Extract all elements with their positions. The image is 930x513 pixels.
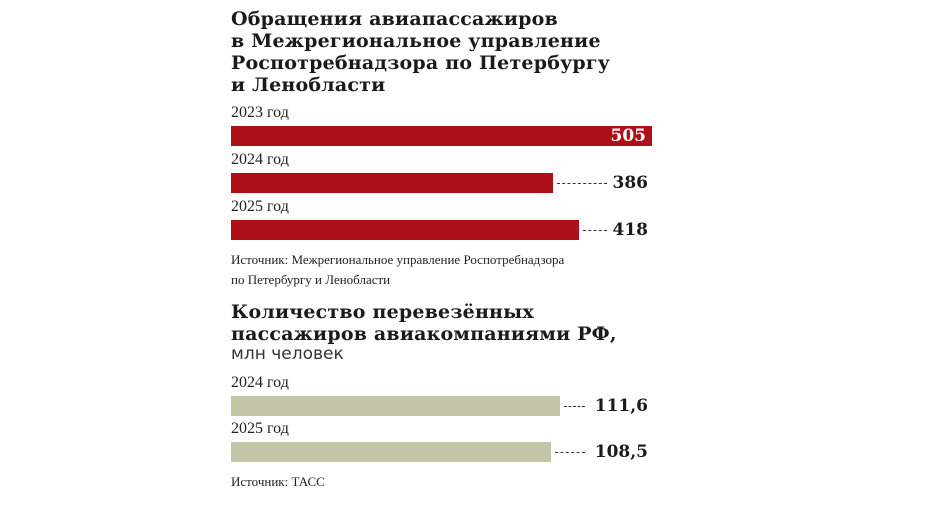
title-line: Обращения авиапассажиров xyxy=(231,8,558,30)
source-line: по Петербургу и Ленобласти xyxy=(231,272,391,287)
source-note: Источник: Межрегиональное управление Рос… xyxy=(231,250,564,290)
leader-line xyxy=(564,406,585,407)
title-line: в Межрегиональное управление xyxy=(231,30,601,52)
bar xyxy=(231,442,551,462)
leader-line xyxy=(556,183,607,184)
source-line: Источник: Межрегиональное управление Рос… xyxy=(231,252,565,267)
category-label: 2023 год xyxy=(231,104,289,121)
bar xyxy=(231,396,560,416)
value-label: 386 xyxy=(612,173,649,193)
leader-line xyxy=(583,230,607,231)
chart-title: Обращения авиапассажиров в Межрегиональн… xyxy=(231,8,610,96)
value-label: 108,5 xyxy=(594,442,648,462)
leader-line xyxy=(554,452,585,453)
source-note: Источник: ТАСС xyxy=(231,472,325,492)
category-label: 2025 год xyxy=(231,198,289,215)
chart-subtitle: млн человек xyxy=(231,344,344,364)
value-label: 418 xyxy=(612,220,649,240)
bar xyxy=(231,173,553,193)
bar xyxy=(231,126,652,146)
value-label: 111,6 xyxy=(594,396,648,416)
chart-title: Количество перевезённых пассажиров авиак… xyxy=(231,301,617,345)
category-label: 2024 год xyxy=(231,374,289,391)
bar xyxy=(231,220,580,240)
value-label: 505 xyxy=(610,126,647,146)
source-line: Источник: ТАСС xyxy=(231,474,325,489)
category-label: 2025 год xyxy=(231,420,289,437)
category-label: 2024 год xyxy=(231,151,289,168)
title-line: пассажиров авиакомпаниями РФ, xyxy=(231,323,617,345)
title-line: Роспотребнадзора по Петербургу xyxy=(231,52,611,74)
title-line: Количество перевезённых xyxy=(231,301,534,323)
title-line: и Ленобласти xyxy=(231,74,386,96)
